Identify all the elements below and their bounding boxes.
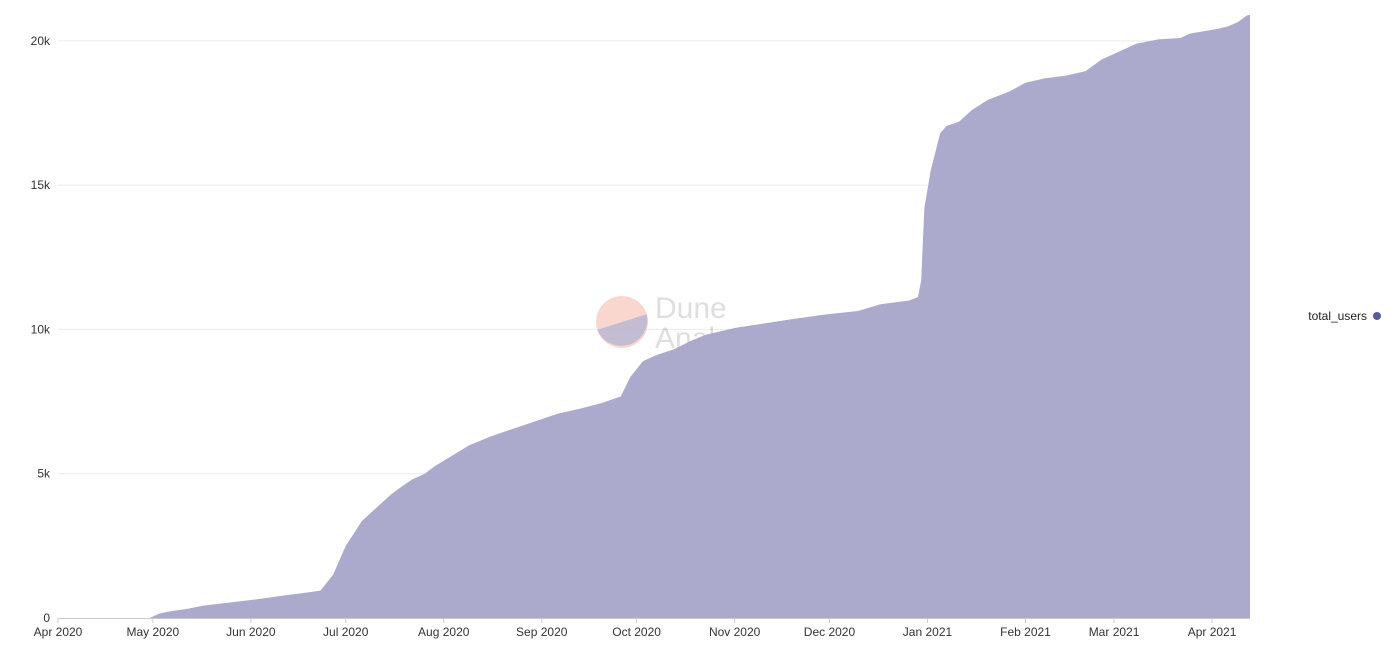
y-tick-label: 15k [31,178,51,192]
legend-swatch-icon[interactable] [1373,312,1381,320]
watermark-line-1: Dune [655,292,727,325]
x-tick-label: Dec 2020 [804,625,856,639]
x-tick-label: Jul 2020 [323,625,369,639]
x-tick-label: Nov 2020 [709,625,761,639]
y-tick-label: 20k [31,34,51,48]
x-tick-label: Apr 2021 [1188,625,1237,639]
x-tick-label: May 2020 [127,625,180,639]
y-tick-label: 0 [43,611,50,625]
series-area-layer [58,14,1250,618]
x-tick-label: Mar 2021 [1089,625,1140,639]
y-tick-label: 10k [31,322,51,336]
x-tick-label: Sep 2020 [516,625,568,639]
y-tick-label: 5k [37,467,51,481]
series-area-total_users [58,14,1250,618]
x-tick-label: Oct 2020 [612,625,661,639]
x-tick-label: Jun 2020 [226,625,276,639]
x-tick-label: Jan 2021 [903,625,953,639]
legend[interactable]: total_users [1308,309,1381,323]
axes: 0 5k 10k 15k 20k Apr 2020 May 2020 Jun 2020 Jul … [31,34,1250,639]
watermark-logo-lower-half [597,314,648,346]
x-tick-label: Feb 2021 [1000,625,1051,639]
x-tick-label: Apr 2020 [34,625,83,639]
legend-label[interactable]: total_users [1308,309,1367,323]
x-tick-label: Aug 2020 [418,625,470,639]
